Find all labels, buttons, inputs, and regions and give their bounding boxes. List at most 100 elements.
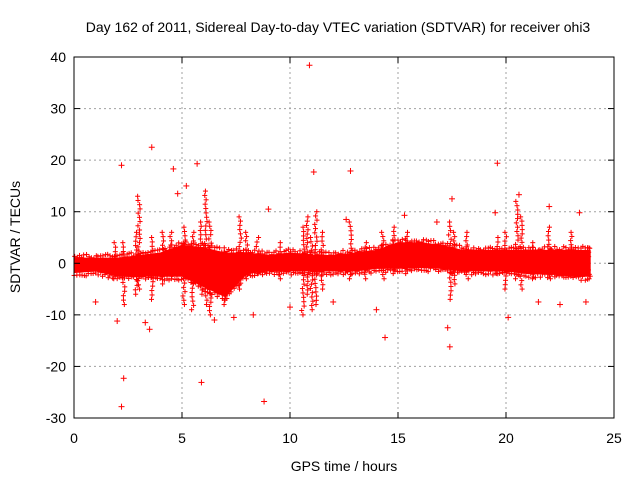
data-point-marker <box>506 245 512 251</box>
data-point-marker <box>261 398 268 405</box>
data-point-marker <box>277 271 283 277</box>
data-point-marker <box>520 244 526 250</box>
data-point-marker <box>451 238 457 244</box>
data-point-marker <box>308 247 314 253</box>
data-point-marker <box>314 234 320 240</box>
data-point-marker <box>320 242 326 248</box>
data-point-marker <box>280 270 286 276</box>
data-point-marker <box>243 276 249 282</box>
data-point-marker <box>494 262 500 268</box>
data-point-marker <box>301 264 307 270</box>
data-point-marker <box>425 238 431 244</box>
data-point-marker <box>495 253 501 259</box>
data-point-marker <box>167 263 173 269</box>
data-point-marker <box>148 252 154 258</box>
data-point-marker <box>120 240 126 246</box>
data-point-marker <box>72 253 78 259</box>
data-point-marker <box>361 248 367 254</box>
data-point-marker <box>204 297 210 303</box>
data-point-marker <box>135 269 141 275</box>
data-point-marker <box>308 281 314 287</box>
data-point-marker <box>255 271 261 277</box>
data-point-marker <box>182 280 188 286</box>
data-point-marker <box>207 274 213 280</box>
data-point-marker <box>312 230 318 236</box>
data-point-marker <box>277 276 283 282</box>
data-point-marker <box>148 144 155 151</box>
data-point-marker <box>243 229 249 235</box>
data-point-marker <box>380 234 386 240</box>
data-point-marker <box>368 270 374 276</box>
data-point-marker <box>452 281 458 287</box>
data-point-marker <box>345 269 351 275</box>
data-point-marker <box>314 238 320 244</box>
data-point-marker <box>537 274 543 280</box>
data-point-marker <box>207 303 213 309</box>
data-point-marker <box>237 282 243 288</box>
data-point-marker <box>457 242 463 248</box>
data-point-marker <box>160 247 166 253</box>
data-point-marker <box>222 258 228 264</box>
data-point-marker <box>318 247 324 253</box>
data-point-marker <box>379 246 385 252</box>
data-point-marker <box>266 249 272 255</box>
data-point-marker <box>256 235 262 240</box>
data-point-marker <box>135 197 141 203</box>
data-point-marker <box>463 238 469 244</box>
data-point-marker <box>135 223 141 229</box>
data-point-marker <box>459 268 465 274</box>
data-point-marker <box>304 240 310 246</box>
data-point-marker <box>580 273 586 279</box>
data-point-marker <box>313 213 319 219</box>
data-point-marker <box>447 296 453 302</box>
data-point-marker <box>221 288 227 294</box>
data-point-marker <box>348 271 354 277</box>
data-point-marker <box>245 267 251 273</box>
data-point-marker <box>240 247 246 253</box>
data-point-marker <box>285 246 291 252</box>
y-tick-label: 30 <box>50 101 66 117</box>
data-point-marker <box>190 247 196 253</box>
data-point-marker <box>346 276 352 282</box>
data-point-marker <box>120 375 127 382</box>
data-point-marker <box>92 298 99 305</box>
data-point-marker <box>576 274 582 280</box>
data-point-marker <box>465 267 471 273</box>
data-point-marker <box>368 248 374 254</box>
data-point-marker <box>447 245 453 251</box>
data-point-marker <box>546 224 552 230</box>
data-point-marker <box>222 293 228 299</box>
data-point-marker <box>356 271 362 277</box>
data-point-marker <box>111 240 117 246</box>
data-point-marker <box>380 272 386 278</box>
data-point-marker <box>301 246 307 252</box>
data-point-marker <box>212 290 218 296</box>
data-point-marker <box>404 250 410 256</box>
data-point-marker <box>207 261 213 267</box>
data-point-marker <box>112 249 118 255</box>
data-point-marker <box>519 252 525 258</box>
data-point-marker <box>301 250 307 256</box>
data-point-marker <box>391 224 397 230</box>
data-point-marker <box>314 255 320 261</box>
data-point-marker <box>582 298 589 305</box>
data-point-marker <box>532 275 538 281</box>
data-point-marker <box>121 262 127 268</box>
data-point-marker <box>244 242 250 248</box>
data-point-marker <box>305 227 311 233</box>
data-point-marker <box>312 251 318 257</box>
data-point-marker <box>135 257 141 263</box>
data-point-marker <box>451 259 457 265</box>
data-point-marker <box>244 234 250 240</box>
data-point-marker <box>189 294 195 300</box>
data-point-marker <box>238 265 244 271</box>
data-point-marker <box>448 271 454 277</box>
data-point-marker <box>381 276 387 282</box>
data-point-marker <box>149 288 155 294</box>
data-point-marker <box>238 235 244 241</box>
data-point-marker <box>182 263 188 269</box>
data-point-marker <box>308 239 314 245</box>
data-point-marker <box>517 265 523 271</box>
data-point-marker <box>191 268 197 274</box>
data-point-marker <box>203 210 209 216</box>
